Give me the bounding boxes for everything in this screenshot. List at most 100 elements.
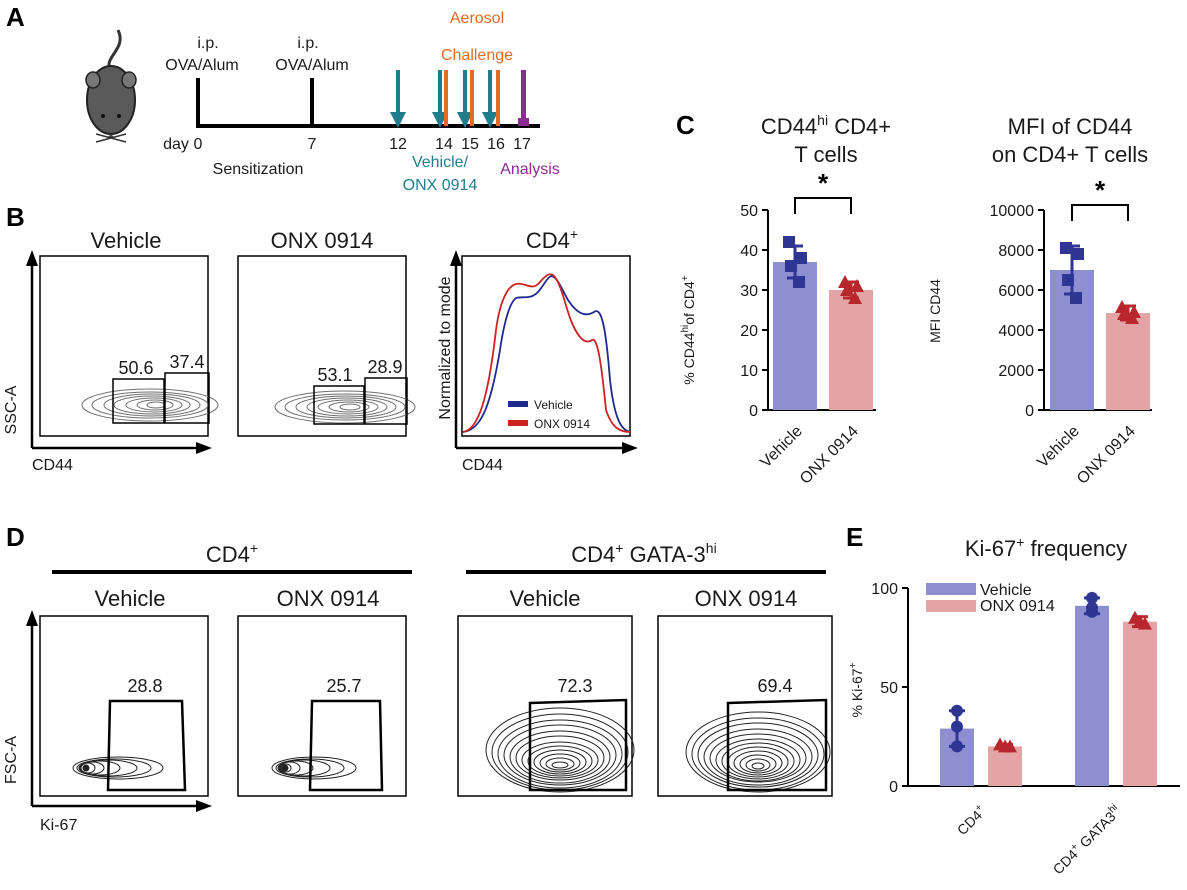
d-group2-title: CD4+ GATA-3hi — [571, 540, 716, 567]
significance-bracket — [1071, 204, 1129, 221]
ip2-label: i.p. — [297, 35, 318, 52]
e-legend-vehicle-swatch — [926, 583, 976, 595]
e-legend-onx: ONX 0914 — [980, 598, 1055, 615]
day-tick: 15 — [461, 136, 479, 153]
data-point — [783, 236, 795, 248]
b-plot2-gate-low-value: 53.1 — [317, 365, 352, 385]
significance-star: * — [1095, 175, 1106, 205]
hist-onx-curve — [462, 273, 631, 433]
data-point — [1070, 292, 1082, 304]
b-plot1-gate-low — [112, 378, 165, 424]
b-x-axis-label: CD44 — [32, 457, 73, 474]
data-point — [848, 291, 862, 304]
c2-y-axis-label: MFI CD44 — [927, 279, 943, 343]
analysis-marker — [521, 70, 526, 126]
data-point — [1072, 248, 1084, 260]
d-x-axis-label: Ki-67 — [40, 817, 77, 834]
challenge-label: Challenge — [441, 47, 513, 64]
data-point — [951, 720, 963, 733]
d-plot4-gate-value: 69.4 — [757, 676, 792, 696]
b-plot1-frame — [39, 255, 209, 437]
data-point — [1060, 242, 1072, 254]
treatment-arrows — [390, 70, 498, 128]
d-plot1-frame — [39, 615, 209, 797]
e-chart: 0 50 100 CD4+ CD4+ GATA3hi — [871, 581, 1180, 877]
data-point — [840, 283, 854, 296]
hist-legend-onx: ONX 0914 — [534, 417, 590, 431]
e-y-axis-label: % Ki-67+ — [848, 662, 865, 717]
day-tick: 7 — [308, 136, 317, 153]
b-plot3-frame — [461, 255, 631, 437]
ip1-label: i.p. — [197, 35, 218, 52]
bar — [1075, 605, 1109, 786]
panel-label-b: B — [6, 202, 25, 232]
d-plot3-frame — [457, 615, 633, 797]
panel-label-d: D — [6, 522, 25, 552]
x-tick-label: ONX 0914 — [797, 423, 862, 488]
data-point — [1086, 591, 1098, 604]
d-plot1-gate — [106, 699, 187, 792]
analysis-marker-base — [518, 118, 529, 126]
d-plot2-gate — [308, 699, 384, 792]
data-point — [1138, 616, 1152, 630]
significance-star: * — [818, 168, 829, 198]
hist-legend-onx-swatch — [508, 420, 528, 426]
data-point — [951, 704, 963, 717]
onx-treatment-label: ONX 0914 — [403, 177, 478, 194]
d-plot4-contour — [685, 711, 831, 793]
b-plot2-title: ONX 0914 — [271, 228, 374, 253]
d-plot3-gate-value: 72.3 — [557, 676, 592, 696]
bar — [1106, 313, 1150, 410]
day-tick: 16 — [487, 136, 505, 153]
day-label: day — [163, 136, 189, 153]
data-point — [795, 252, 807, 264]
day-tick: 0 — [194, 136, 203, 153]
day-tick: 17 — [513, 136, 531, 153]
y-tick-label: 50 — [740, 203, 758, 220]
e-legend-vehicle: Vehicle — [980, 582, 1032, 599]
b-plot2-gate-high-value: 28.9 — [367, 357, 402, 377]
hist-legend-vehicle-swatch — [508, 401, 528, 407]
d-plot3-title: Vehicle — [510, 586, 581, 611]
data-point — [1062, 274, 1074, 286]
data-point — [1086, 605, 1098, 618]
c2-title-line1: MFI of CD44 — [1008, 114, 1133, 139]
x-tick-label: ONX 0914 — [1074, 423, 1139, 488]
b-plot2-gate-high — [364, 377, 408, 425]
day-tick: 14 — [435, 136, 453, 153]
bar — [829, 290, 873, 410]
y-tick-label: 50 — [880, 680, 898, 697]
x-tick-label: CD4+ GATA3hi — [1049, 802, 1124, 877]
b-plot3-title: CD4+ — [526, 226, 578, 253]
y-tick-label: 100 — [871, 581, 898, 598]
b-plot1-contour — [81, 388, 219, 422]
b-y-axis-label: SSC-A — [3, 385, 20, 434]
panel-label-c: C — [676, 110, 695, 140]
data-point — [1125, 311, 1139, 324]
aerosol-label: Aerosol — [450, 10, 504, 27]
d-plot1-gate-value: 28.8 — [127, 676, 162, 696]
d-plot1-contour — [72, 756, 164, 780]
y-tick-label: 10 — [740, 363, 758, 380]
y-tick-label: 2000 — [998, 363, 1034, 380]
c1-title-line2: T cells — [794, 142, 857, 167]
d-plot4-gate — [726, 698, 828, 792]
y-tick-label: 0 — [1025, 403, 1034, 420]
data-point — [850, 279, 864, 292]
d-plot2-contour — [271, 756, 357, 780]
d-plot3-contour — [485, 707, 635, 793]
b-plot1-gate-high — [164, 372, 210, 424]
data-point — [838, 275, 852, 288]
y-tick-label: 40 — [740, 243, 758, 260]
d-plot2-title: ONX 0914 — [277, 586, 380, 611]
ip1-reagent: OVA/Alum — [165, 57, 239, 74]
y-tick-label: 6000 — [998, 283, 1034, 300]
b-plot1-gate-high-value: 37.4 — [169, 352, 204, 372]
x-tick-label: Vehicle — [757, 423, 806, 472]
b-plot2-gate-low — [313, 385, 365, 425]
data-point — [793, 276, 805, 288]
vehicle-treatment-label: Vehicle/ — [412, 154, 469, 171]
y-tick-label: 30 — [740, 283, 758, 300]
